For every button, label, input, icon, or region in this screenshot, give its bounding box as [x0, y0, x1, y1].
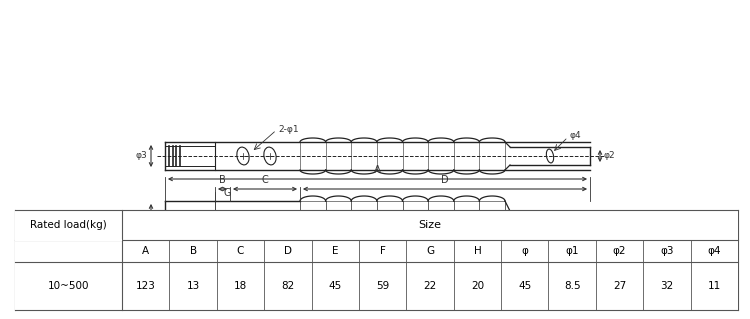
Text: 20: 20	[471, 281, 484, 291]
Text: φ3: φ3	[135, 152, 147, 160]
Text: 8.5: 8.5	[564, 281, 580, 291]
Text: φ: φ	[521, 246, 528, 256]
Text: F: F	[380, 246, 386, 256]
Text: H: H	[473, 246, 482, 256]
Text: 18: 18	[234, 281, 247, 291]
Text: 82: 82	[281, 281, 295, 291]
Text: G: G	[426, 246, 434, 256]
Text: φ4: φ4	[707, 246, 721, 256]
Text: C: C	[262, 175, 268, 185]
Text: φ1: φ1	[566, 246, 579, 256]
Text: 59: 59	[376, 281, 389, 291]
Text: Rated load(kg): Rated load(kg)	[30, 220, 106, 230]
Text: F: F	[442, 273, 448, 283]
Text: 11: 11	[708, 281, 721, 291]
Text: 2-φ1: 2-φ1	[278, 124, 299, 133]
Text: A: A	[142, 246, 149, 256]
Text: 22: 22	[423, 281, 436, 291]
Text: D: D	[284, 246, 292, 256]
Text: φ2: φ2	[613, 246, 626, 256]
Text: φ3: φ3	[660, 246, 674, 256]
Text: A: A	[374, 165, 381, 175]
Text: 27: 27	[613, 281, 626, 291]
Text: 45: 45	[328, 281, 342, 291]
Text: 123: 123	[136, 281, 156, 291]
Text: D: D	[441, 175, 448, 185]
Text: Size: Size	[419, 220, 442, 230]
Text: E: E	[332, 246, 338, 256]
Text: E: E	[230, 273, 236, 283]
Text: φ4: φ4	[569, 131, 580, 140]
Text: 32: 32	[660, 281, 674, 291]
Text: C: C	[237, 246, 244, 256]
Bar	[15, 210, 738, 310]
Text: B: B	[219, 175, 226, 185]
Text: 10~500: 10~500	[48, 281, 89, 291]
Text: H: H	[604, 224, 611, 234]
Text: G: G	[223, 188, 230, 198]
Text: φ: φ	[140, 224, 147, 234]
Text: 13: 13	[187, 281, 200, 291]
Text: φ2: φ2	[604, 152, 616, 160]
Text: B: B	[190, 246, 196, 256]
Text: 45: 45	[518, 281, 532, 291]
